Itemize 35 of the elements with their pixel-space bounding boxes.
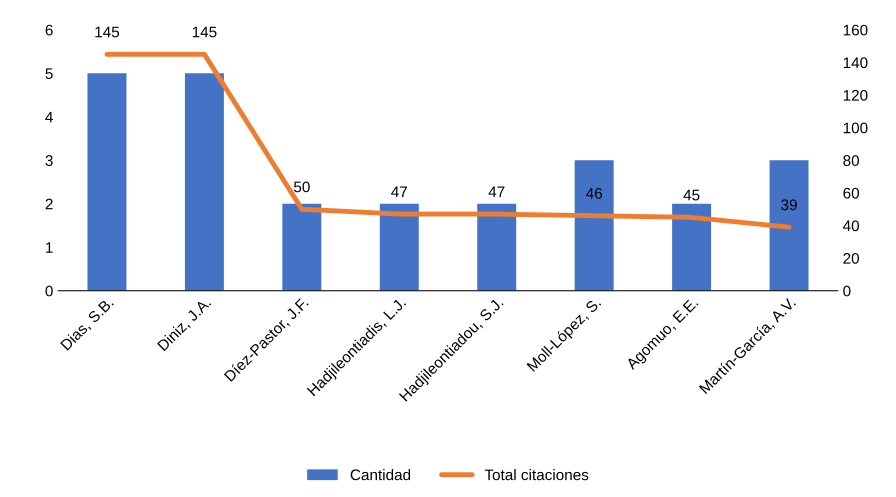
data-label: 46 [586, 188, 602, 199]
y2-tick-label: 100 [844, 122, 868, 134]
bar [184, 73, 224, 291]
bar [672, 204, 712, 291]
data-label: 50 [294, 181, 310, 192]
y-tick-label: 1 [46, 242, 53, 253]
y2-tick-label: 0 [843, 286, 851, 296]
bar [477, 204, 516, 291]
bar [87, 73, 126, 291]
y2-tick-label: 120 [844, 90, 868, 101]
data-label: 39 [781, 199, 797, 210]
y2-tick-label: 20 [843, 252, 860, 264]
y-tick-label: 5 [45, 68, 53, 79]
y-tick-label: 4 [45, 112, 53, 122]
data-label: 145 [192, 26, 217, 38]
y2-tick-label: 60 [843, 188, 860, 199]
bar [380, 204, 419, 291]
y-tick-label: 6 [46, 24, 53, 36]
y-tick-label: 3 [45, 155, 53, 166]
bar [770, 160, 809, 291]
y2-tick-label: 80 [843, 155, 860, 166]
data-label: 47 [391, 186, 408, 198]
legend-label: Total citaciones [484, 469, 588, 480]
y-tick-label: 2 [46, 198, 53, 210]
bar [574, 160, 614, 291]
y2-tick-label: 40 [842, 220, 860, 232]
bar [282, 204, 322, 291]
legend-label: Cantidad [350, 469, 410, 480]
x-tick-label: Dias, S.B. [60, 296, 116, 352]
data-label: 145 [95, 26, 120, 38]
data-label: 47 [488, 186, 504, 198]
y-tick-label: 0 [45, 286, 53, 296]
y2-tick-label: 160 [844, 24, 868, 36]
data-label: 45 [683, 190, 700, 200]
y2-tick-label: 140 [844, 57, 868, 68]
